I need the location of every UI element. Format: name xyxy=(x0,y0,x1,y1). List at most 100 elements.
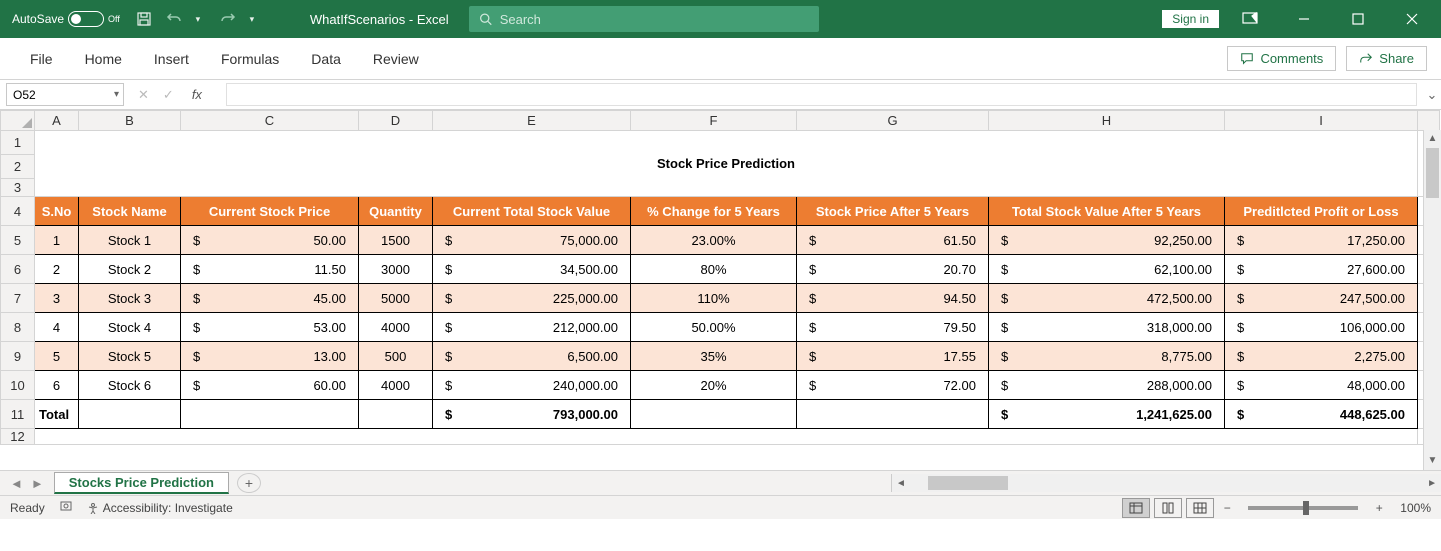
row-head-10[interactable]: 10 xyxy=(1,371,35,400)
tab-formulas[interactable]: Formulas xyxy=(205,51,295,67)
undo-dropdown-icon[interactable]: ▾ xyxy=(188,9,208,29)
col-head-A[interactable]: A xyxy=(35,111,79,131)
row-head-8[interactable]: 8 xyxy=(1,313,35,342)
signin-button[interactable]: Sign in xyxy=(1162,10,1219,28)
col-head-B[interactable]: B xyxy=(79,111,181,131)
table-row[interactable]: 73Stock 3$45.005000$225,000.00110%$94.50… xyxy=(1,284,1440,313)
normal-view-icon[interactable] xyxy=(1122,498,1150,518)
page-break-icon[interactable] xyxy=(1186,498,1214,518)
table-row[interactable]: 84Stock 4$53.004000$212,000.0050.00%$79.… xyxy=(1,313,1440,342)
formula-bar: O52 ✕ ✓ fx ⌄ xyxy=(0,80,1441,110)
sheet-tabs-bar: ◄► Stocks Price Prediction + ◄ ► xyxy=(0,470,1441,495)
accessibility-status[interactable]: Accessibility: Investigate xyxy=(87,501,233,515)
row-head-2[interactable]: 2 xyxy=(1,155,35,179)
ribbon-display-icon[interactable] xyxy=(1227,0,1273,38)
enter-icon[interactable]: ✓ xyxy=(163,87,174,103)
table-header: Current Stock Price xyxy=(181,197,359,226)
autosave-label: AutoSave xyxy=(12,12,64,26)
table-row[interactable]: 106Stock 6$60.004000$240,000.0020%$72.00… xyxy=(1,371,1440,400)
col-head-E[interactable]: E xyxy=(433,111,631,131)
row-head-7[interactable]: 7 xyxy=(1,284,35,313)
table-header: % Change for 5 Years xyxy=(631,197,797,226)
close-icon[interactable] xyxy=(1389,0,1435,38)
formula-bar-icons: ✕ ✓ fx xyxy=(124,87,216,103)
hscroll-thumb[interactable] xyxy=(928,476,1008,490)
select-all-corner[interactable] xyxy=(1,111,35,131)
comment-icon xyxy=(1240,52,1254,66)
tab-insert[interactable]: Insert xyxy=(138,51,205,67)
search-icon xyxy=(479,12,492,26)
minimize-icon[interactable] xyxy=(1281,0,1327,38)
zoom-slider[interactable] xyxy=(1248,506,1358,510)
title-bar: AutoSave Off ▾ ▾ WhatIfScenarios - Excel… xyxy=(0,0,1441,38)
horizontal-scrollbar[interactable]: ◄ ► xyxy=(891,474,1441,492)
row-head-12[interactable]: 12 xyxy=(1,429,35,445)
page-layout-icon[interactable] xyxy=(1154,498,1182,518)
table-header: Current Total Stock Value xyxy=(433,197,631,226)
cancel-icon[interactable]: ✕ xyxy=(138,87,149,103)
col-head-D[interactable]: D xyxy=(359,111,433,131)
table-header: Preditlcted Profit or Loss xyxy=(1225,197,1418,226)
tab-file[interactable]: File xyxy=(14,51,69,67)
fx-icon[interactable]: fx xyxy=(192,87,202,103)
tab-nav[interactable]: ◄► xyxy=(0,476,54,491)
search-box[interactable] xyxy=(469,6,819,32)
row-head-3[interactable]: 3 xyxy=(1,179,35,197)
ribbon-tabs: FileHomeInsertFormulasDataReview Comment… xyxy=(0,38,1441,80)
col-head-C[interactable]: C xyxy=(181,111,359,131)
macro-icon[interactable] xyxy=(59,499,73,516)
table-header: Stock Name xyxy=(79,197,181,226)
col-head-I[interactable]: I xyxy=(1225,111,1418,131)
tab-review[interactable]: Review xyxy=(357,51,435,67)
redo-icon[interactable] xyxy=(218,9,238,29)
table-row[interactable]: 51Stock 1$50.001500$75,000.0023.00%$61.5… xyxy=(1,226,1440,255)
zoom-out-icon[interactable]: − xyxy=(1218,501,1236,515)
row-head-1[interactable]: 1 xyxy=(1,131,35,155)
title-bar-right: Sign in xyxy=(1162,0,1435,38)
formula-input[interactable] xyxy=(226,83,1417,106)
add-sheet-icon[interactable]: + xyxy=(237,473,261,493)
name-box[interactable]: O52 xyxy=(6,83,124,106)
quick-access-toolbar: ▾ ▾ xyxy=(126,9,270,29)
tab-next-icon[interactable]: ► xyxy=(31,476,44,491)
table-row[interactable]: 62Stock 2$11.503000$34,500.0080%$20.70$6… xyxy=(1,255,1440,284)
tab-data[interactable]: Data xyxy=(295,51,357,67)
status-ready: Ready xyxy=(10,501,45,515)
search-input[interactable] xyxy=(500,12,809,27)
zoom-in-icon[interactable]: + xyxy=(1370,501,1388,515)
col-head-G[interactable]: G xyxy=(797,111,989,131)
scroll-up-icon[interactable]: ▲ xyxy=(1424,130,1441,148)
undo-icon[interactable] xyxy=(164,9,184,29)
row-head-5[interactable]: 5 xyxy=(1,226,35,255)
sheet-title: Stock Price Prediction xyxy=(35,131,1418,197)
status-bar: Ready Accessibility: Investigate − + 100… xyxy=(0,495,1441,519)
redo-dropdown-icon[interactable]: ▾ xyxy=(242,9,262,29)
maximize-icon[interactable] xyxy=(1335,0,1381,38)
tab-prev-icon[interactable]: ◄ xyxy=(10,476,23,491)
formula-expand-icon[interactable]: ⌄ xyxy=(1423,87,1441,103)
row-head-4[interactable]: 4 xyxy=(1,197,35,226)
col-head-H[interactable]: H xyxy=(989,111,1225,131)
vertical-scrollbar[interactable]: ▲ ▼ xyxy=(1423,130,1441,470)
autosave-state: Off xyxy=(108,14,120,24)
row-head-6[interactable]: 6 xyxy=(1,255,35,284)
status-right: − + 100% xyxy=(1122,498,1431,518)
share-button[interactable]: Share xyxy=(1346,46,1427,71)
grid[interactable]: ABCDEFGHI 1Stock Price Prediction234S.NoS… xyxy=(0,110,1441,470)
tab-home[interactable]: Home xyxy=(69,51,138,67)
share-icon xyxy=(1359,52,1373,66)
comments-button[interactable]: Comments xyxy=(1227,46,1336,71)
table-header: Total Stock Value After 5 Years xyxy=(989,197,1225,226)
save-icon[interactable] xyxy=(134,9,154,29)
scroll-down-icon[interactable]: ▼ xyxy=(1424,452,1441,470)
toggle-icon xyxy=(68,11,104,27)
row-head-11[interactable]: 11 xyxy=(1,400,35,429)
row-head-9[interactable]: 9 xyxy=(1,342,35,371)
col-head-F[interactable]: F xyxy=(631,111,797,131)
table-header: S.No xyxy=(35,197,79,226)
autosave-toggle[interactable]: AutoSave Off xyxy=(6,11,126,27)
sheet-tab-active[interactable]: Stocks Price Prediction xyxy=(54,472,229,494)
scroll-thumb[interactable] xyxy=(1426,148,1439,198)
table-row[interactable]: 95Stock 5$13.00500$6,500.0035%$17.55$8,7… xyxy=(1,342,1440,371)
table-header: Quantity xyxy=(359,197,433,226)
